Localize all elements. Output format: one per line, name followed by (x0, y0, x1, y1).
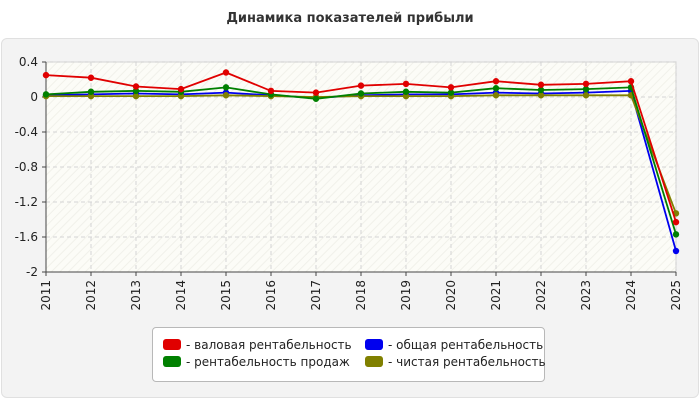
x-tick-label: 2015 (219, 280, 233, 311)
chart-title: Динамика показателей прибыли (226, 11, 474, 26)
data-point (492, 78, 500, 85)
legend: - валовая рентабельность - общая рентабе… (152, 327, 546, 382)
data-point (222, 69, 230, 76)
legend-label: - чистая рентабельность (388, 355, 546, 369)
data-point (582, 85, 590, 93)
data-point (537, 86, 545, 94)
y-tick-label: -2 (26, 265, 38, 279)
legend-swatch (365, 356, 383, 367)
legend-swatch (163, 339, 181, 350)
y-tick-label: 0.4 (19, 55, 38, 69)
data-point (132, 83, 140, 90)
data-point (672, 231, 680, 238)
data-point (132, 87, 140, 95)
x-tick-label: 2014 (174, 280, 188, 311)
data-point (492, 92, 500, 99)
data-point (177, 92, 185, 100)
legend-label: - валовая рентабельность (186, 338, 352, 352)
data-point (312, 95, 320, 102)
data-point (87, 74, 95, 81)
series (42, 69, 680, 255)
x-tick-label: 2023 (579, 280, 593, 311)
data-point (357, 90, 365, 97)
legend-label: - общая рентабельность (388, 338, 544, 352)
data-point (402, 92, 410, 100)
data-point (447, 84, 455, 91)
legend-swatch (163, 356, 181, 367)
data-point (42, 71, 50, 79)
x-tick-label: 2019 (399, 280, 413, 311)
data-point (402, 80, 410, 88)
legend-label: - рентабельность продаж (186, 355, 350, 369)
x-tick-label: 2018 (354, 280, 368, 311)
data-point (672, 218, 680, 226)
x-tick-label: 2021 (489, 280, 503, 311)
data-point (312, 89, 320, 96)
data-point (357, 82, 365, 89)
data-point (132, 92, 140, 100)
x-tick-label: 2013 (129, 280, 143, 311)
x-tick-label: 2020 (444, 280, 458, 311)
y-tick-label: -0.4 (15, 125, 38, 139)
data-point (537, 92, 545, 99)
x-tick-label: 2012 (84, 280, 98, 311)
data-point (87, 92, 95, 100)
data-point (222, 92, 230, 99)
data-point (627, 78, 635, 85)
data-point (582, 80, 590, 88)
x-tick-label: 2022 (534, 280, 548, 311)
data-point (447, 89, 455, 96)
x-tick-label: 2025 (669, 280, 683, 311)
y-tick-label: -1.2 (15, 195, 38, 209)
data-point (537, 81, 545, 88)
data-point (402, 88, 410, 95)
x-tick-label: 2011 (39, 280, 53, 311)
y-tick-label: 0 (30, 90, 38, 104)
data-point (492, 85, 500, 92)
y-tick-label: -0.8 (15, 160, 38, 174)
data-point (267, 87, 275, 95)
y-tick-label: -1.6 (15, 230, 38, 244)
data-point (87, 88, 95, 95)
data-point (42, 91, 50, 98)
data-point (222, 84, 230, 91)
x-tick-label: 2017 (309, 280, 323, 311)
data-point (177, 85, 185, 93)
data-point (582, 92, 590, 99)
data-point (672, 247, 680, 255)
x-tick-label: 2024 (624, 280, 638, 311)
legend-swatch (365, 339, 383, 350)
x-tick-label: 2016 (264, 280, 278, 311)
